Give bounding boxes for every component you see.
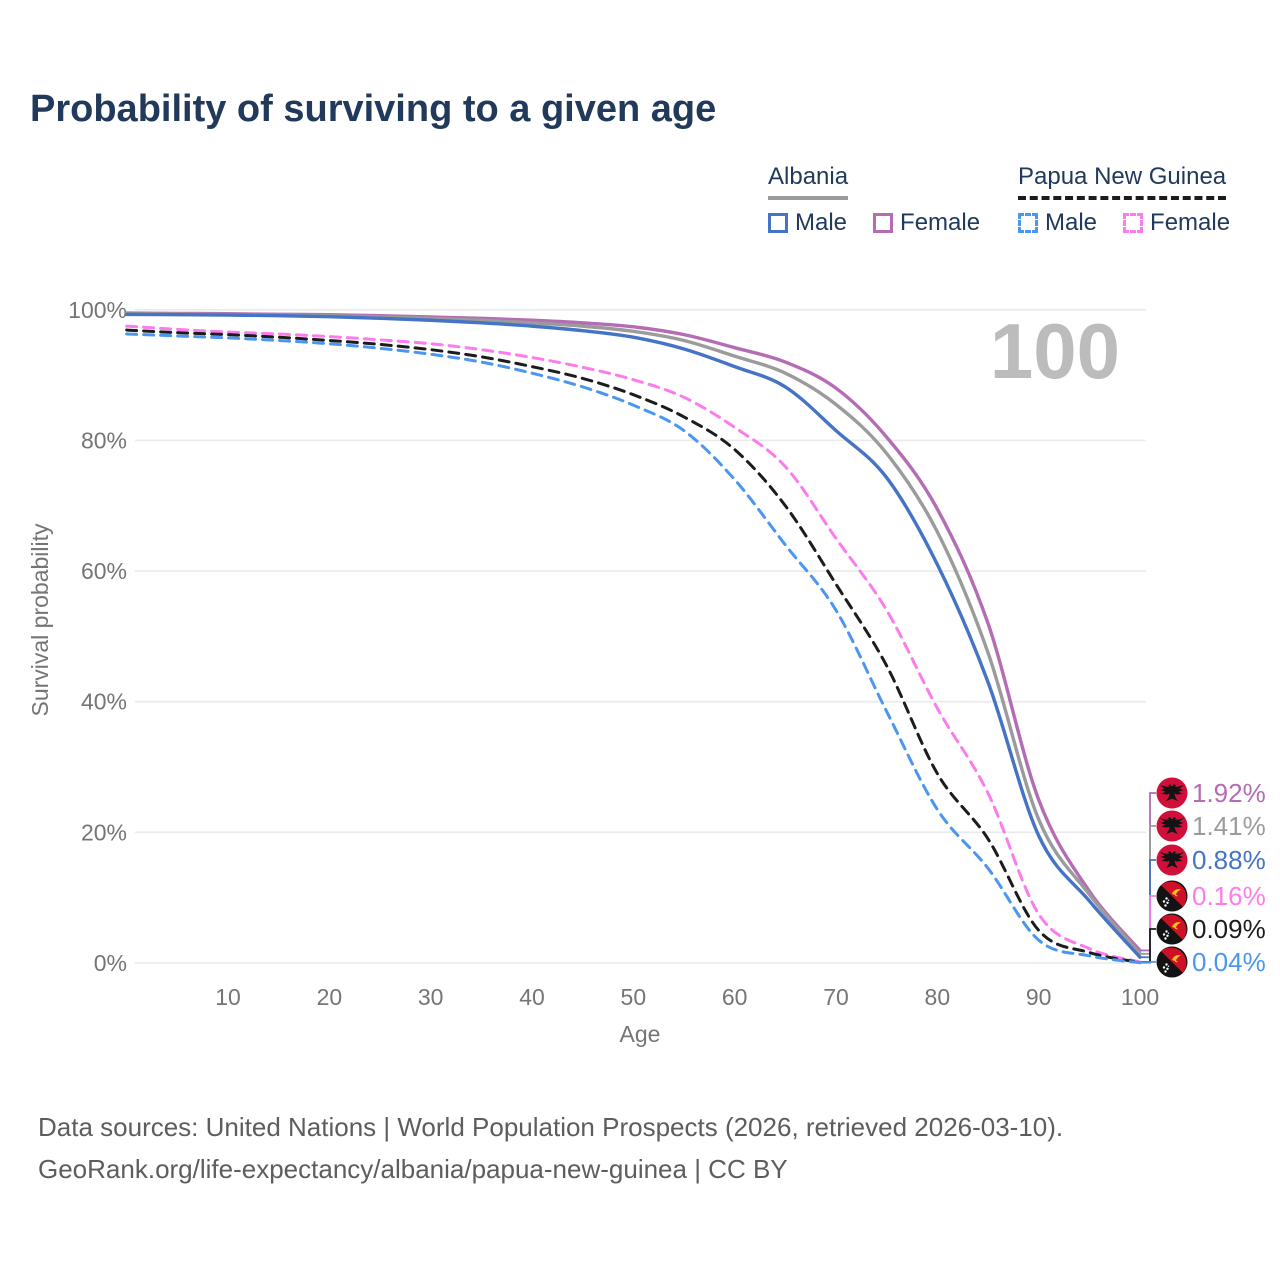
png-bird-of-paradise: [1172, 889, 1181, 897]
end-label-albania-male: 0.88%: [1192, 845, 1266, 875]
legend-group-title-papua-new-guinea: Papua New Guinea: [1018, 163, 1227, 200]
legend-group-papua-new-guinea: Papua New Guinea Male Female: [1018, 163, 1230, 237]
albania-flag-icon: [1156, 810, 1188, 842]
legend: Albania Male Female Papua New Guinea Mal…: [0, 163, 1245, 243]
end-connector-albania-female: [1141, 792, 1156, 952]
legend-item-png-female[interactable]: Female: [1123, 209, 1230, 237]
legend-group-albania: Albania Male Female: [768, 163, 980, 237]
legend-swatch-albania-female: [873, 213, 894, 233]
png-bird-of-paradise: [1172, 922, 1181, 930]
legend-label-albania-female: Female: [900, 209, 981, 236]
survival-chart: 0% 20% 40% 60% 80% 100% 10 20 30 40 50 60 70 80 90 100 A…: [0, 250, 1280, 1080]
albania-flag-icon: [1156, 777, 1188, 809]
png-star-2: [1166, 901, 1169, 904]
legend-item-albania-male[interactable]: Male: [768, 209, 847, 237]
end-label-png-male: 0.04%: [1192, 947, 1266, 977]
x-tick-50: 50: [621, 984, 647, 1010]
x-tick-90: 90: [1026, 984, 1052, 1010]
png-star-4: [1167, 932, 1170, 934]
x-tick-20: 20: [317, 984, 343, 1010]
y-tick-100: 100%: [68, 297, 127, 323]
curve-albania-female[interactable]: [125, 311, 1142, 953]
png-bird-of-paradise: [1172, 955, 1181, 963]
png-star-2: [1166, 967, 1169, 970]
png-star-3: [1164, 904, 1167, 907]
end-label-png-female: 0.16%: [1192, 881, 1266, 911]
albania-flag-icon: [1156, 844, 1188, 876]
legend-item-png-male[interactable]: Male: [1018, 209, 1097, 237]
albania-eagle: [1160, 851, 1184, 869]
legend-swatch-png-female: [1123, 213, 1144, 233]
png-flag-icon: [1156, 946, 1188, 978]
end-connector-albania-both: [1141, 825, 1156, 955]
png-star-3: [1164, 937, 1167, 940]
legend-label-png-male: Male: [1045, 209, 1098, 236]
y-tick-0: 0%: [94, 950, 127, 976]
x-tick-60: 60: [722, 984, 748, 1010]
albania-eagle: [1160, 784, 1184, 802]
png-star-4: [1167, 965, 1170, 967]
legend-swatch-albania-male: [768, 213, 788, 233]
x-tick-80: 80: [925, 984, 951, 1010]
curve-png-female[interactable]: [125, 324, 1142, 964]
curve-albania-both[interactable]: [125, 312, 1142, 956]
curve-png-both[interactable]: [125, 328, 1142, 964]
legend-label-png-female: Female: [1150, 209, 1231, 236]
png-star-0: [1165, 963, 1168, 966]
y-axis-title: Survival probability: [27, 523, 53, 717]
y-tick-20: 20%: [81, 819, 127, 845]
png-flag-icon: [1156, 880, 1188, 912]
x-tick-10: 10: [215, 984, 241, 1010]
footer-source-line: Data sources: United Nations | World Pop…: [38, 1112, 1064, 1142]
curve-albania-male[interactable]: [125, 312, 1142, 959]
legend-group-title-albania: Albania: [768, 163, 849, 200]
png-star-0: [1165, 897, 1168, 900]
png-star-1: [1162, 933, 1166, 936]
x-tick-70: 70: [823, 984, 849, 1010]
x-tick-40: 40: [519, 984, 545, 1010]
end-label-albania-both: 1.41%: [1192, 811, 1266, 841]
age-frame-watermark: 100: [990, 307, 1120, 395]
footer: Data sources: United Nations | World Pop…: [38, 1106, 1063, 1190]
legend-items-papua-new-guinea: Male Female: [1018, 209, 1230, 237]
png-star-0: [1165, 930, 1168, 933]
end-label-png-both: 0.09%: [1192, 914, 1266, 944]
end-label-albania-female: 1.92%: [1192, 778, 1266, 808]
legend-swatch-png-male: [1018, 213, 1038, 233]
png-flag-icon: [1156, 913, 1188, 945]
y-tick-80: 80%: [81, 427, 127, 453]
albania-eagle: [1160, 817, 1184, 835]
png-star-1: [1162, 966, 1166, 969]
footer-attribution-line: GeoRank.org/life-expectancy/albania/papu…: [38, 1154, 788, 1184]
png-star-2: [1166, 934, 1169, 937]
legend-label-albania-male: Male: [795, 209, 848, 236]
page-title: Probability of surviving to a given age: [30, 88, 717, 130]
y-tick-40: 40%: [81, 689, 127, 715]
x-tick-30: 30: [418, 984, 444, 1010]
png-star-4: [1167, 899, 1170, 901]
x-tick-100: 100: [1121, 984, 1159, 1010]
y-tick-60: 60%: [81, 558, 127, 584]
x-axis-title: Age: [620, 1021, 661, 1047]
png-star-1: [1162, 900, 1166, 903]
png-star-3: [1164, 970, 1167, 973]
legend-items-albania: Male Female: [768, 209, 980, 237]
end-connector-albania-male: [1141, 859, 1156, 959]
survival-chart-svg[interactable]: 0% 20% 40% 60% 80% 100% 10 20 30 40 50 60 70 80 90 100 A…: [0, 250, 1280, 1080]
legend-item-albania-female[interactable]: Female: [873, 209, 980, 237]
end-connector-png-male: [1141, 961, 1156, 964]
